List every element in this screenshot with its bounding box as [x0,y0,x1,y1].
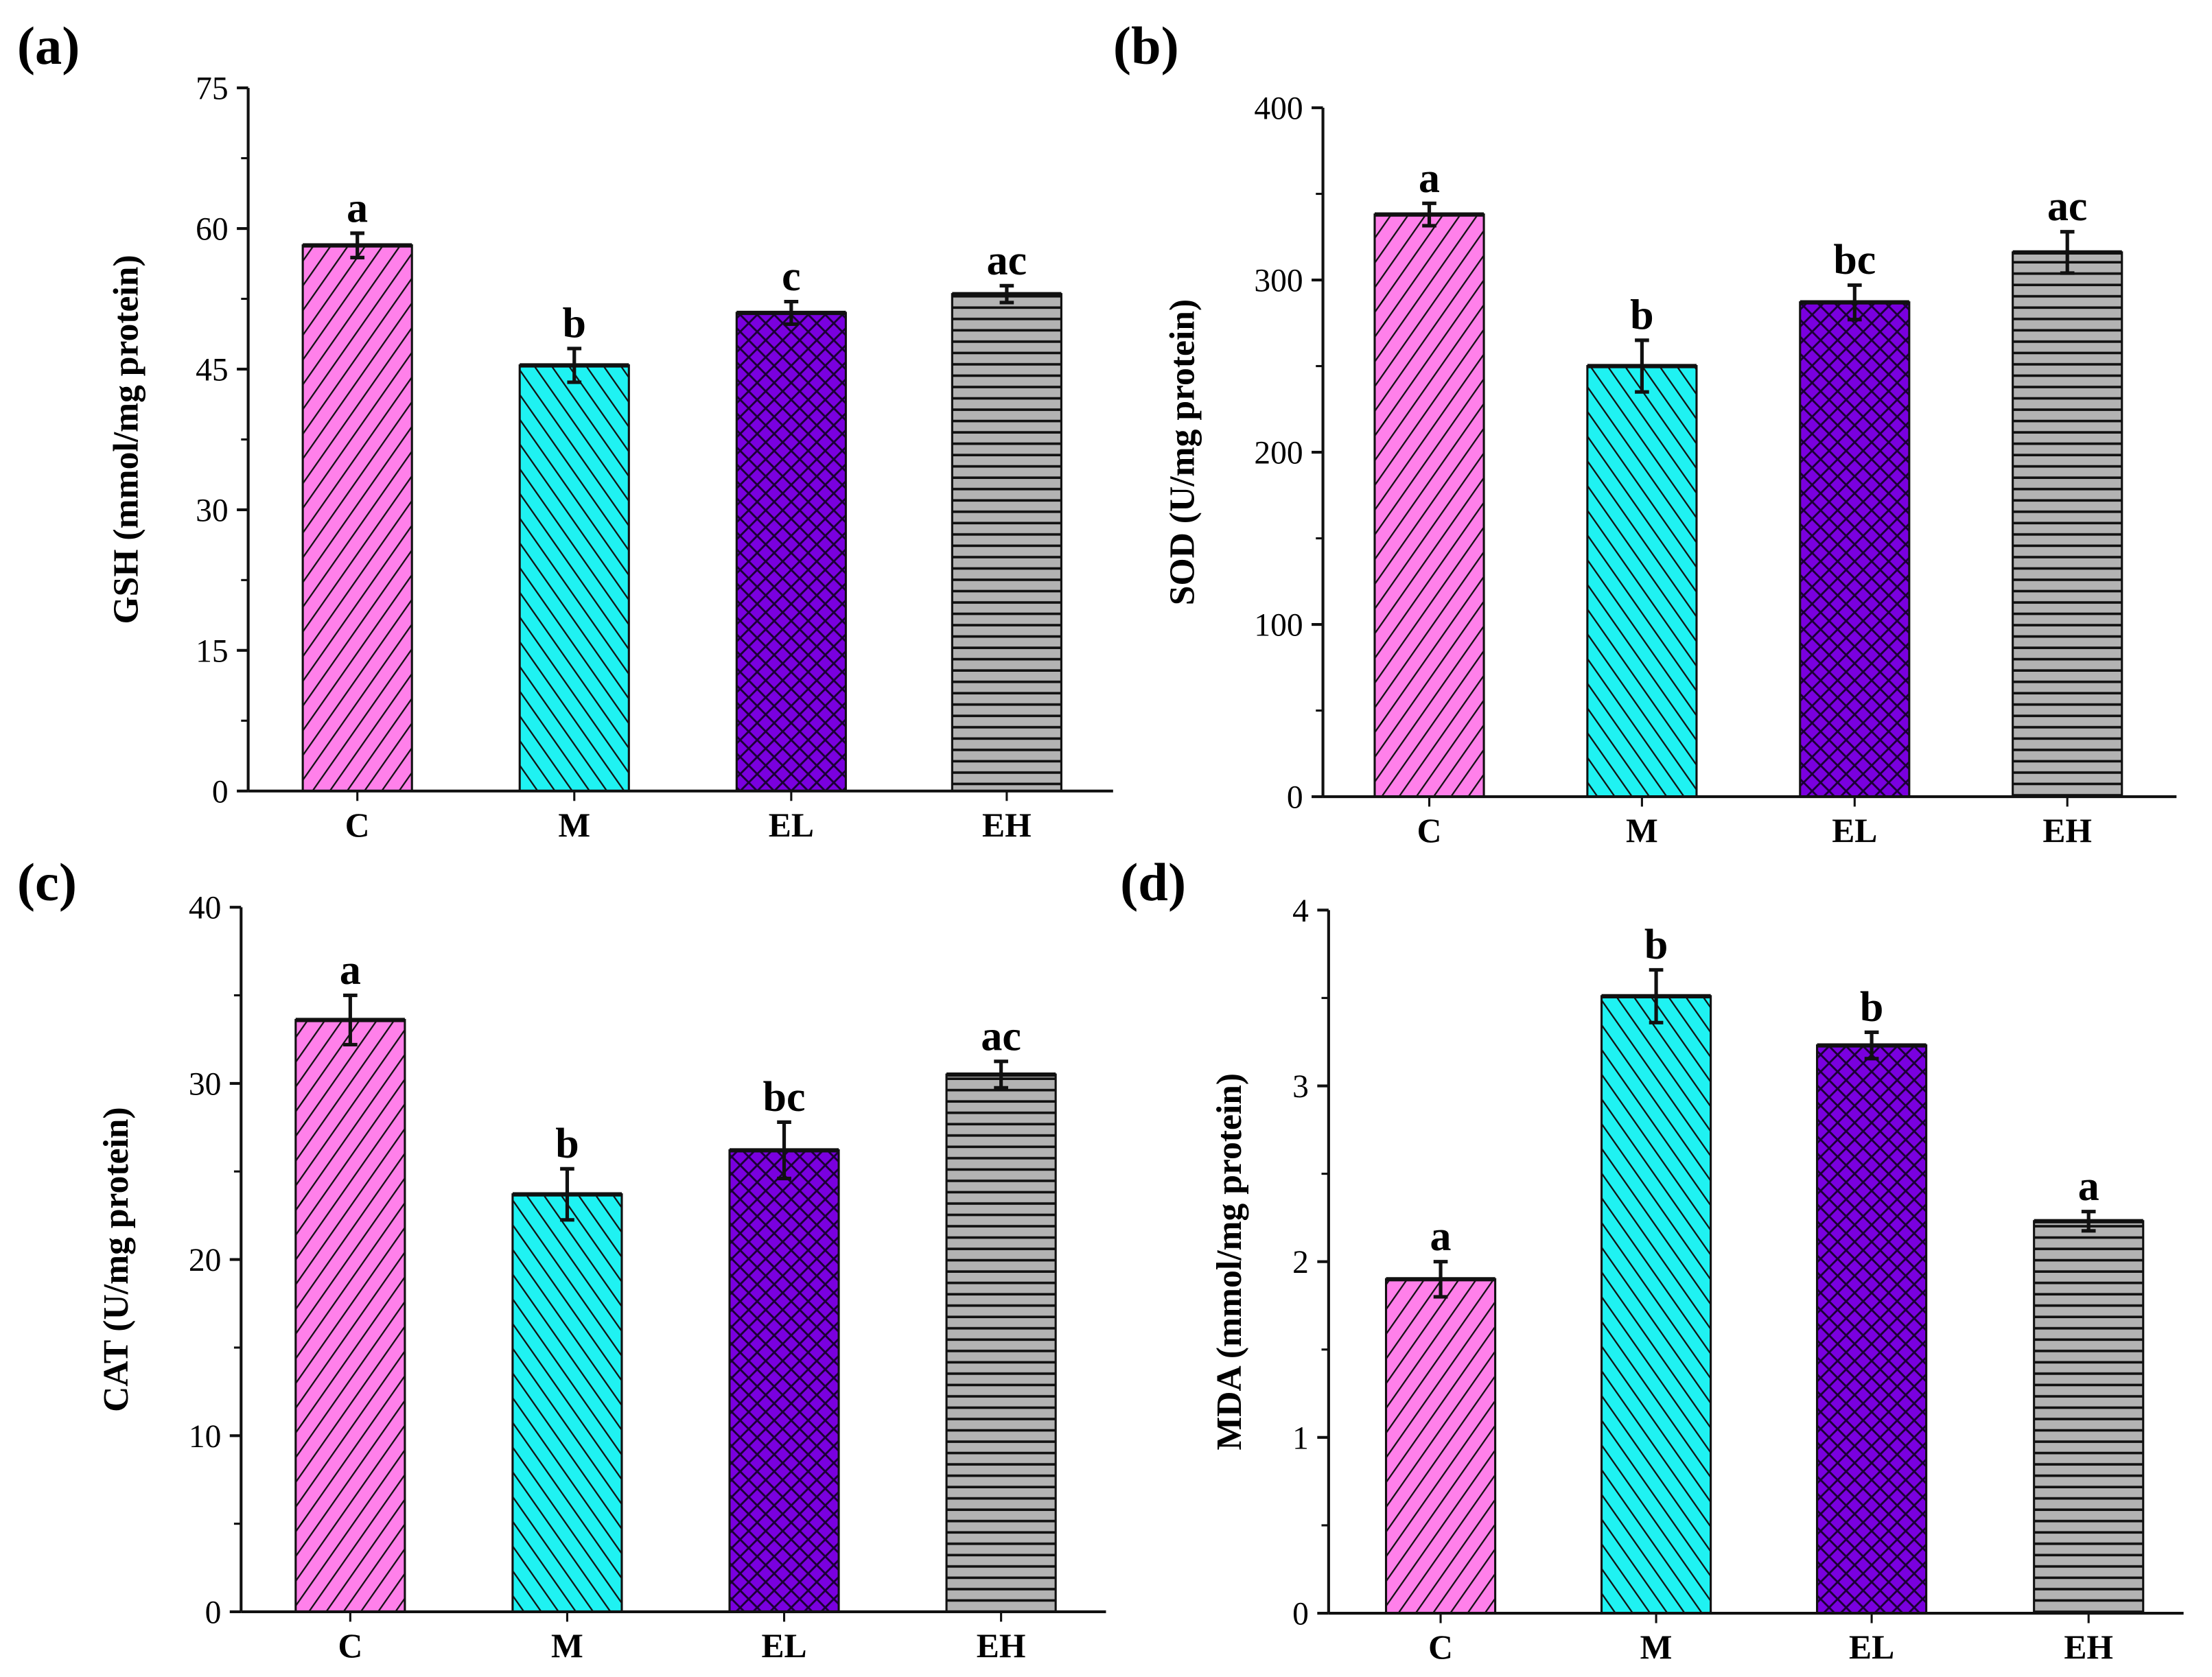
x-tick-label: C [1417,812,1442,849]
y-tick-label: 2 [1292,1245,1309,1280]
x-tick-label: C [345,806,370,844]
x-tick-label: EL [769,806,814,844]
error-bar-eh [994,1059,1008,1090]
chart-panel-a: (a) a Cb Mc EL ac EH 0 15 30 45 60 75 GSH (mmol/mg pr… [17,16,1113,844]
y-axis-label: MDA (mmol/mg protein) [1210,1073,1249,1451]
bar-eh [951,293,1062,793]
bar-m [511,1193,623,1613]
x-tick-label: M [1640,1628,1673,1666]
error-bar-el [784,300,799,326]
y-tick-label: 75 [196,71,228,107]
error-bar-c [350,231,365,259]
y-tick-label: 40 [189,891,222,926]
significance-label: a [1430,1213,1452,1260]
y-axis-label: SOD (U/mg protein) [1163,299,1202,605]
y-tick-label: 30 [196,493,228,528]
bar-c [294,1018,406,1613]
significance-label: b [1630,292,1653,338]
significance-label: b [1860,984,1883,1031]
x-tick-label: C [1428,1628,1453,1666]
y-tick-label: 0 [1287,780,1303,816]
x-tick-label: EH [982,806,1032,844]
bar-el [1799,301,1911,798]
panel-label: (d) [1120,852,1186,912]
y-tick-label: 30 [189,1066,222,1102]
significance-label: ac [2047,183,2088,230]
y-tick-label: 200 [1254,436,1303,471]
x-tick-label: M [551,1627,583,1665]
error-bar-m [1635,338,1649,394]
y-axis-label: CAT (U/mg protein) [97,1107,136,1412]
y-tick-label: 4 [1292,893,1309,929]
significance-label: b [1644,922,1668,968]
significance-label: b [563,300,586,347]
significance-label: a [347,185,368,231]
y-tick-label: 300 [1254,263,1303,299]
error-bar-m [560,1166,574,1222]
significance-label: bc [1833,237,1876,283]
significance-label: ac [987,237,1027,284]
error-bar-c [1433,1260,1448,1299]
panel-label: (b) [1113,16,1179,75]
y-tick-label: 400 [1254,91,1303,127]
y-tick-label: 1 [1292,1420,1309,1456]
significance-label: a [340,947,361,994]
panel-label: (a) [17,16,80,75]
bar-eh [2033,1220,2145,1615]
error-bar-eh [999,283,1014,305]
bar-c [1384,1278,1497,1615]
significance-label: ac [981,1013,1021,1059]
y-tick-label: 15 [196,633,228,669]
error-bar-c [1422,201,1436,228]
significance-label: a [1419,155,1440,202]
error-bar-el [777,1120,791,1181]
x-tick-label: EL [761,1627,806,1665]
error-bar-eh [2081,1210,2096,1233]
x-tick-label: C [338,1627,362,1665]
significance-label: bc [763,1074,806,1121]
error-bar-c [343,993,358,1047]
chart-panel-b: (b) a Cb Mbc EL ac EH 0 100 200 300 400 SOD (U/mg pr… [1113,16,2177,849]
y-tick-label: 10 [189,1419,222,1455]
x-tick-label: M [1626,812,1658,849]
y-tick-label: 3 [1292,1069,1309,1105]
y-tick-label: 45 [196,352,228,388]
panel-label: (c) [17,852,77,912]
x-tick-label: EH [2064,1628,2113,1666]
chart-panel-d: (d) a Cb Mb EL a EH 0 1 2 3 4 MDA (mmol/mg protein) [1120,852,2184,1666]
bar-el [1816,1044,1928,1615]
bar-m [518,364,630,793]
bar-c [301,244,413,793]
bar-m [1600,995,1712,1615]
bar-m [1586,364,1698,798]
bar-eh [945,1073,1057,1613]
x-tick-label: EH [977,1627,1026,1665]
y-tick-label: 0 [205,1595,222,1630]
error-bar-eh [2060,230,2075,275]
y-tick-label: 0 [212,774,229,810]
error-bar-el [1847,283,1862,322]
bar-eh [2012,251,2123,798]
y-tick-label: 0 [1292,1597,1309,1632]
error-bar-el [1864,1030,1879,1061]
x-tick-label: EL [1849,1628,1894,1666]
x-tick-label: EL [1832,812,1877,849]
significance-label: a [2078,1163,2099,1210]
bar-c [1373,213,1485,798]
x-tick-label: M [558,806,590,844]
error-bar-m [1649,968,1664,1024]
y-axis-label: GSH (mmol/mg protein) [106,255,145,624]
y-tick-label: 100 [1254,608,1303,644]
bar-el [728,1149,840,1613]
y-tick-label: 60 [196,212,228,248]
bar-el [735,312,847,793]
significance-label: b [555,1121,579,1167]
y-tick-label: 20 [189,1243,222,1278]
x-tick-label: EH [2042,812,2092,849]
error-bar-m [567,347,582,384]
significance-label: c [782,253,801,300]
chart-panel-c: (c) a Cb Mbc EL ac EH 0 10 20 30 40 CAT (U/mg protei… [17,852,1106,1665]
